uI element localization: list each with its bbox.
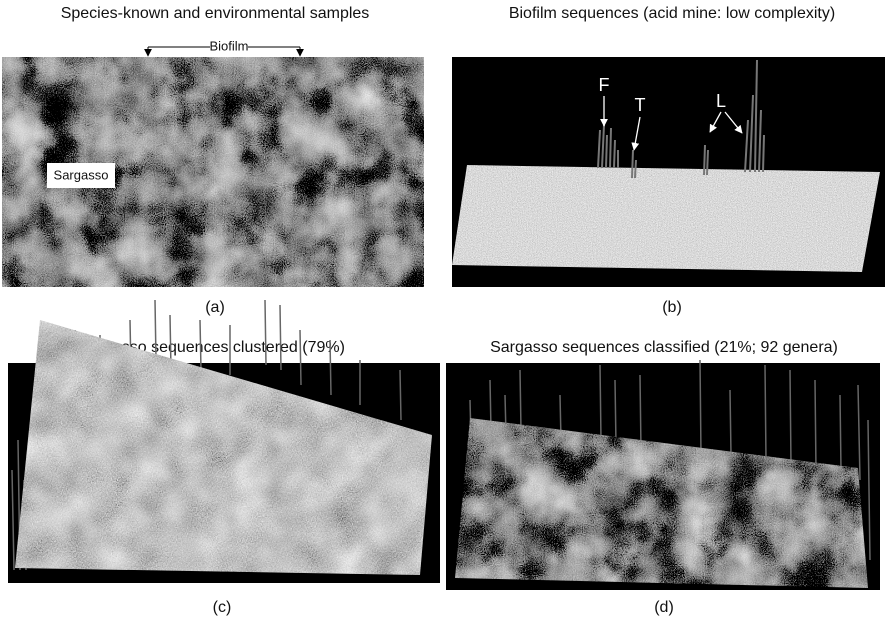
floor [452, 165, 880, 272]
panel-c: Sargasso sequences clustered (79%) (c) [8, 299, 440, 616]
spikes [597, 59, 765, 179]
panel-title: Species-known and environmental samples [61, 5, 370, 22]
annotation: Biofilm [209, 38, 248, 53]
panel-b: Biofilm sequences (acid mine: low comple… [452, 5, 885, 316]
annotation: T [635, 95, 646, 115]
panel-d: Sargasso sequences classified (21%; 92 g… [446, 339, 880, 616]
annotation: Sargasso [54, 167, 109, 182]
panel-title: Biofilm sequences (acid mine: low comple… [509, 5, 835, 22]
label-box [47, 163, 115, 188]
annotation: F [599, 75, 610, 95]
panel-a: Species-known and environmental samples … [2, 5, 424, 316]
arrow [709, 111, 722, 133]
panel-title: Sargasso sequences classified (21%; 92 g… [490, 339, 838, 356]
arrow [631, 116, 641, 151]
annotation: L [716, 91, 726, 111]
caption: (d) [654, 599, 674, 616]
caption: (a) [205, 299, 225, 316]
arrow [724, 111, 743, 134]
caption: (c) [213, 599, 232, 616]
caption: (b) [662, 299, 682, 316]
